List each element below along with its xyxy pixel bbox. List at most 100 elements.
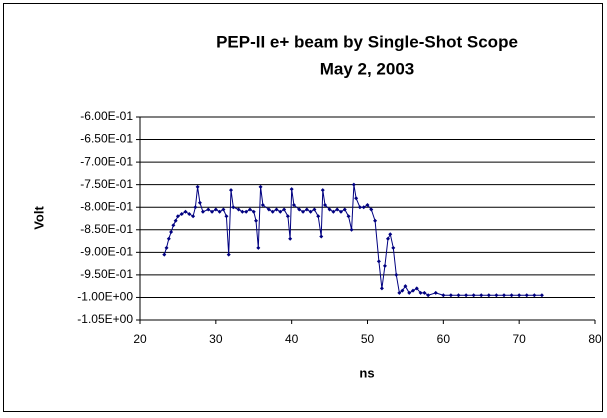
point	[448, 293, 453, 298]
point	[312, 207, 317, 212]
point	[282, 207, 287, 212]
point	[213, 207, 218, 212]
x-tick-label: 20	[133, 332, 147, 346]
point	[338, 209, 343, 214]
point	[524, 293, 529, 298]
point	[426, 293, 431, 298]
point	[187, 211, 192, 216]
point	[244, 209, 249, 214]
x-axis-label: ns	[359, 365, 374, 380]
y-tick-label: -6.00E-01	[80, 109, 133, 123]
point	[407, 290, 412, 295]
point	[260, 202, 265, 207]
point	[433, 290, 438, 295]
x-tick-label: 80	[588, 332, 602, 346]
point	[254, 218, 259, 223]
point	[379, 286, 384, 291]
y-tick-label: -7.00E-01	[80, 154, 133, 168]
point	[373, 218, 378, 223]
y-tick-label: -6.50E-01	[80, 132, 133, 146]
point	[288, 236, 293, 241]
point	[391, 245, 396, 250]
point	[357, 205, 362, 210]
point	[388, 232, 393, 237]
point	[354, 196, 359, 201]
point	[464, 293, 469, 298]
point	[173, 218, 178, 223]
point	[517, 293, 522, 298]
point	[369, 207, 374, 212]
point	[471, 293, 476, 298]
point	[308, 209, 313, 214]
point	[229, 188, 233, 193]
point	[224, 214, 229, 219]
point	[376, 259, 381, 264]
point	[509, 293, 514, 298]
point	[327, 207, 332, 212]
point	[256, 245, 261, 250]
point	[297, 207, 302, 212]
point	[175, 214, 180, 219]
x-tick-label: 30	[209, 332, 223, 346]
point	[418, 290, 423, 295]
point	[335, 207, 340, 212]
point	[191, 214, 196, 219]
point	[394, 272, 399, 277]
point	[169, 230, 174, 235]
y-tick-label: -1.00E+00	[77, 290, 133, 304]
point	[197, 200, 202, 205]
point	[221, 207, 226, 212]
point	[422, 290, 427, 295]
point	[162, 252, 167, 257]
point	[200, 209, 205, 214]
point	[304, 207, 309, 212]
point	[403, 284, 408, 289]
point	[316, 214, 321, 219]
point	[301, 209, 306, 214]
point	[193, 205, 198, 210]
y-tick-label: -8.00E-01	[80, 199, 133, 213]
point	[179, 211, 184, 216]
point	[351, 182, 356, 187]
point	[171, 223, 176, 228]
point	[206, 207, 211, 212]
point	[441, 293, 446, 298]
point	[258, 184, 263, 189]
point	[240, 209, 245, 214]
point	[278, 209, 283, 214]
x-tick-label: 60	[437, 332, 451, 346]
point	[365, 202, 370, 207]
point	[195, 184, 200, 189]
point	[502, 293, 506, 298]
point	[217, 209, 222, 214]
point	[456, 293, 461, 298]
point	[183, 209, 188, 214]
point	[266, 207, 271, 212]
point	[400, 288, 405, 293]
point	[382, 263, 387, 268]
y-axis-label: Volt	[31, 206, 46, 230]
chart-title: PEP-II e+ beam by Single-Shot Scope	[216, 32, 518, 51]
point	[285, 214, 290, 219]
y-tick-label: -7.50E-01	[80, 177, 133, 191]
point	[414, 286, 419, 291]
point	[397, 290, 402, 295]
point	[320, 188, 325, 193]
x-tick-label: 70	[512, 332, 526, 346]
point	[494, 293, 499, 298]
point	[166, 236, 171, 241]
point	[323, 202, 328, 207]
point	[164, 245, 169, 250]
point	[539, 293, 544, 298]
point	[532, 293, 537, 298]
point	[274, 207, 279, 212]
x-tick-label: 50	[361, 332, 375, 346]
point	[289, 187, 294, 192]
point	[342, 207, 347, 212]
point	[270, 209, 275, 214]
point	[486, 293, 491, 298]
point	[411, 288, 415, 293]
chart-subtitle: May 2, 2003	[320, 59, 415, 78]
y-tick-label: -1.05E+00	[77, 312, 133, 326]
